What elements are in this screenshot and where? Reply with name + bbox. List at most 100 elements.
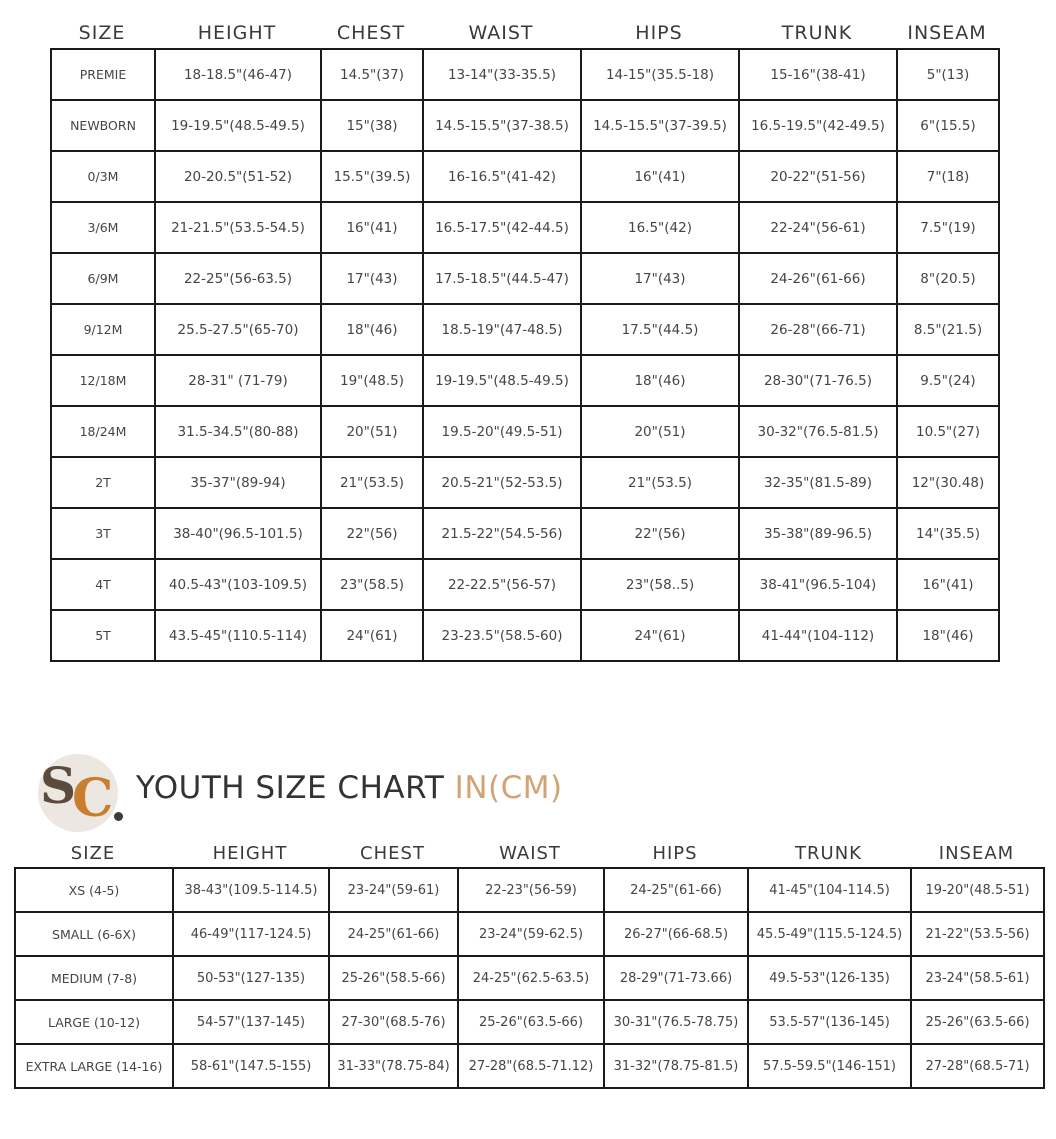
cell-waist: 22-22.5"(56-57) — [422, 558, 582, 611]
cell-height: 43.5-45"(110.5-114) — [154, 609, 322, 662]
cell-height: 46-49"(117-124.5) — [172, 911, 330, 957]
cell-size: 12/18M — [50, 354, 156, 407]
cell-hips: 20"(51) — [580, 405, 740, 458]
cell-hips: 17.5"(44.5) — [580, 303, 740, 356]
baby-size-table: PREMIE 18-18.5"(46-47) 14.5"(37) 13-14"(33-… — [50, 48, 1000, 662]
cell-trunk: 49.5-53"(126-135) — [747, 955, 912, 1001]
cell-inseam: 18"(46) — [896, 609, 1000, 662]
table-row: PREMIE 18-18.5"(46-47) 14.5"(37) 13-14"(33-… — [50, 48, 1000, 101]
cell-trunk: 53.5-57"(136-145) — [747, 999, 912, 1045]
cell-chest: 23-24"(59-61) — [328, 867, 459, 913]
cell-size: 3/6M — [50, 201, 156, 254]
cell-size: SMALL (6-6X) — [14, 911, 174, 957]
cell-chest: 15"(38) — [320, 99, 424, 152]
cell-waist: 21.5-22"(54.5-56) — [422, 507, 582, 560]
cell-chest: 24-25"(61-66) — [328, 911, 459, 957]
cell-chest: 31-33"(78.75-84) — [328, 1043, 459, 1089]
column-header-waist: WAIST — [468, 22, 534, 44]
cell-height: 28-31" (71-79) — [154, 354, 322, 407]
table-row: 2T 35-37"(89-94) 21"(53.5) 20.5-21"(52-53.5… — [50, 456, 1000, 509]
cell-trunk: 28-30"(71-76.5) — [738, 354, 898, 407]
cell-inseam: 19-20"(48.5-51) — [910, 867, 1045, 913]
cell-height: 54-57"(137-145) — [172, 999, 330, 1045]
cell-hips: 23"(58..5) — [580, 558, 740, 611]
cell-height: 25.5-27.5"(65-70) — [154, 303, 322, 356]
table-row: LARGE (10-12) 54-57"(137-145) 27-30"(68.5-… — [14, 999, 1045, 1045]
table-row: EXTRA LARGE (14-16) 58-61"(147.5-155) 31-3… — [14, 1043, 1045, 1089]
cell-chest: 19"(48.5) — [320, 354, 424, 407]
cell-chest: 14.5"(37) — [320, 48, 424, 101]
cell-waist: 20.5-21"(52-53.5) — [422, 456, 582, 509]
cell-height: 22-25"(56-63.5) — [154, 252, 322, 305]
cell-trunk: 20-22"(51-56) — [738, 150, 898, 203]
cell-inseam: 7.5"(19) — [896, 201, 1000, 254]
cell-waist: 23-24"(59-62.5) — [457, 911, 605, 957]
cell-inseam: 23-24"(58.5-61) — [910, 955, 1045, 1001]
cell-trunk: 57.5-59.5"(146-151) — [747, 1043, 912, 1089]
cell-size: 0/3M — [50, 150, 156, 203]
cell-size: 3T — [50, 507, 156, 560]
cell-height: 38-43"(109.5-114.5) — [172, 867, 330, 913]
cell-size: 2T — [50, 456, 156, 509]
cell-inseam: 10.5"(27) — [896, 405, 1000, 458]
cell-trunk: 22-24"(56-61) — [738, 201, 898, 254]
column-header-height: HEIGHT — [197, 22, 277, 44]
cell-size: PREMIE — [50, 48, 156, 101]
cell-size: LARGE (10-12) — [14, 999, 174, 1045]
cell-trunk: 16.5-19.5"(42-49.5) — [738, 99, 898, 152]
cell-trunk: 35-38"(89-96.5) — [738, 507, 898, 560]
column-header-trunk: TRUNK — [781, 22, 853, 44]
column-header-size: SIZE — [70, 843, 116, 864]
cell-inseam: 5"(13) — [896, 48, 1000, 101]
table-row: NEWBORN 19-19.5"(48.5-49.5) 15"(38) 14.5-15… — [50, 99, 1000, 152]
cell-height: 31.5-34.5"(80-88) — [154, 405, 322, 458]
cell-size: 4T — [50, 558, 156, 611]
column-header-hips: HIPS — [635, 22, 683, 44]
cell-hips: 17"(43) — [580, 252, 740, 305]
cell-hips: 26-27"(66-68.5) — [603, 911, 749, 957]
table-row: 6/9M 22-25"(56-63.5) 17"(43) 17.5-18.5"(44.… — [50, 252, 1000, 305]
cell-height: 35-37"(89-94) — [154, 456, 322, 509]
cell-waist: 24-25"(62.5-63.5) — [457, 955, 605, 1001]
cell-height: 50-53"(127-135) — [172, 955, 330, 1001]
cell-height: 19-19.5"(48.5-49.5) — [154, 99, 322, 152]
column-header-trunk: TRUNK — [795, 843, 862, 864]
youth-size-table: XS (4-5) 38-43"(109.5-114.5) 23-24"(59-61)… — [14, 867, 1045, 1089]
cell-hips: 31-32"(78.75-81.5) — [603, 1043, 749, 1089]
cell-chest: 22"(56) — [320, 507, 424, 560]
cell-hips: 21"(53.5) — [580, 456, 740, 509]
table-row: XS (4-5) 38-43"(109.5-114.5) 23-24"(59-61)… — [14, 867, 1045, 913]
table-row: 3/6M 21-21.5"(53.5-54.5) 16"(41) 16.5-17.5"… — [50, 201, 1000, 254]
cell-chest: 23"(58.5) — [320, 558, 424, 611]
cell-waist: 19.5-20"(49.5-51) — [422, 405, 582, 458]
cell-trunk: 15-16"(38-41) — [738, 48, 898, 101]
cell-waist: 17.5-18.5"(44.5-47) — [422, 252, 582, 305]
cell-hips: 30-31"(76.5-78.75) — [603, 999, 749, 1045]
cell-chest: 25-26"(58.5-66) — [328, 955, 459, 1001]
table-row: MEDIUM (7-8) 50-53"(127-135) 25-26"(58.5-6… — [14, 955, 1045, 1001]
cell-height: 40.5-43"(103-109.5) — [154, 558, 322, 611]
cell-height: 58-61"(147.5-155) — [172, 1043, 330, 1089]
cell-waist: 27-28"(68.5-71.12) — [457, 1043, 605, 1089]
cell-inseam: 25-26"(63.5-66) — [910, 999, 1045, 1045]
cell-waist: 14.5-15.5"(37-38.5) — [422, 99, 582, 152]
column-header-size: SIZE — [78, 22, 126, 44]
cell-hips: 16.5"(42) — [580, 201, 740, 254]
column-header-hips: HIPS — [652, 843, 698, 864]
cell-size: 9/12M — [50, 303, 156, 356]
cell-waist: 19-19.5"(48.5-49.5) — [422, 354, 582, 407]
cell-waist: 25-26"(63.5-66) — [457, 999, 605, 1045]
table-row: 18/24M 31.5-34.5"(80-88) 20"(51) 19.5-20"(4… — [50, 405, 1000, 458]
cell-waist: 18.5-19"(47-48.5) — [422, 303, 582, 356]
table-row: 9/12M 25.5-27.5"(65-70) 18"(46) 18.5-19"(47… — [50, 303, 1000, 356]
table-row: 12/18M 28-31" (71-79) 19"(48.5) 19-19.5"(48… — [50, 354, 1000, 407]
cell-inseam: 27-28"(68.5-71) — [910, 1043, 1045, 1089]
cell-inseam: 14"(35.5) — [896, 507, 1000, 560]
cell-trunk: 45.5-49"(115.5-124.5) — [747, 911, 912, 957]
cell-trunk: 24-26"(61-66) — [738, 252, 898, 305]
cell-inseam: 21-22"(53.5-56) — [910, 911, 1045, 957]
cell-trunk: 41-45"(104-114.5) — [747, 867, 912, 913]
cell-chest: 21"(53.5) — [320, 456, 424, 509]
cell-inseam: 16"(41) — [896, 558, 1000, 611]
